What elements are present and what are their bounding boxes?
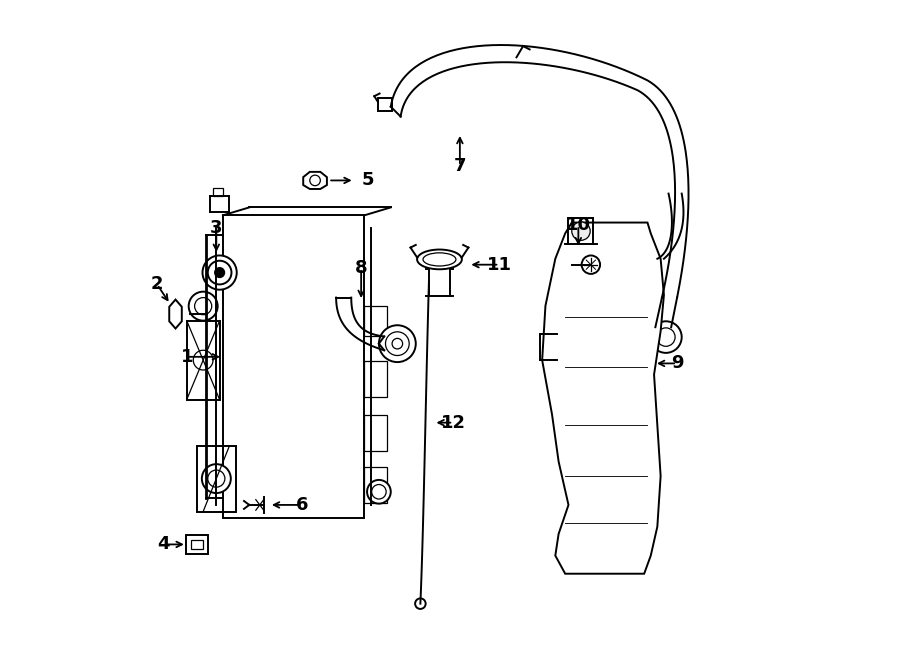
Bar: [364, 415, 388, 451]
Circle shape: [189, 292, 218, 321]
Bar: [213, 188, 223, 196]
Ellipse shape: [417, 250, 462, 269]
Bar: [196, 446, 236, 512]
Text: 12: 12: [441, 414, 466, 432]
Text: 3: 3: [210, 219, 222, 237]
Bar: [223, 215, 364, 518]
Text: 8: 8: [355, 259, 367, 277]
Text: 9: 9: [670, 354, 683, 372]
Circle shape: [379, 325, 416, 362]
Text: 10: 10: [566, 216, 591, 234]
Text: 7: 7: [454, 157, 466, 175]
Text: 6: 6: [295, 496, 308, 514]
Bar: [186, 535, 209, 554]
Circle shape: [572, 222, 590, 241]
Text: 5: 5: [362, 171, 374, 190]
Text: 11: 11: [487, 256, 512, 274]
Text: 1: 1: [181, 348, 193, 366]
Circle shape: [415, 598, 426, 609]
Bar: [186, 321, 220, 400]
Circle shape: [215, 268, 224, 277]
Bar: [192, 540, 203, 549]
Circle shape: [194, 350, 213, 370]
Bar: [364, 467, 388, 503]
Circle shape: [202, 464, 230, 493]
Circle shape: [202, 255, 237, 290]
Bar: [364, 361, 388, 397]
Circle shape: [650, 321, 681, 353]
Polygon shape: [542, 223, 664, 574]
Circle shape: [581, 255, 600, 274]
Polygon shape: [303, 172, 327, 189]
Text: 4: 4: [158, 535, 170, 553]
Polygon shape: [169, 299, 182, 329]
Bar: [364, 306, 388, 336]
Bar: [378, 98, 392, 111]
Text: 2: 2: [151, 276, 163, 293]
Circle shape: [367, 480, 391, 504]
